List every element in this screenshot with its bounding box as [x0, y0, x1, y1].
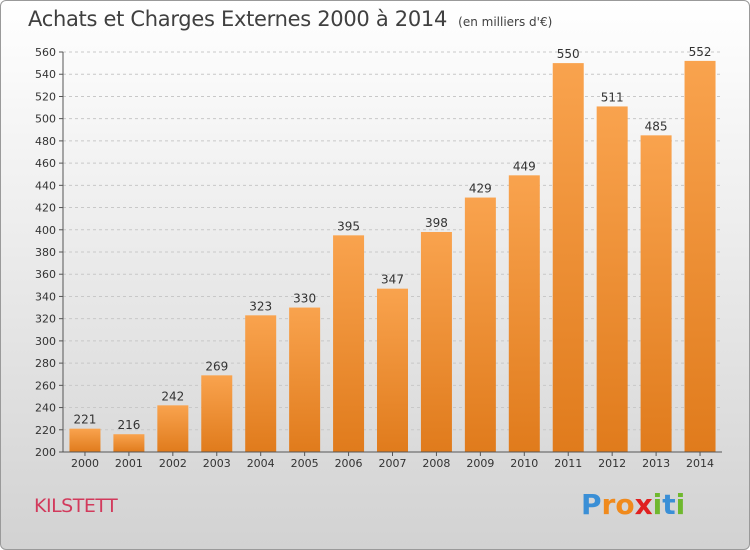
y-tick-label: 220: [35, 424, 56, 437]
y-tick-label: 320: [35, 313, 56, 326]
bar-value-label: 347: [381, 273, 404, 287]
x-tick-label: 2004: [247, 457, 275, 470]
logo-letter: o: [615, 488, 635, 521]
bar-value-label: 449: [513, 159, 536, 173]
y-tick-label: 240: [35, 402, 56, 415]
bar-value-label: 511: [601, 90, 624, 104]
chart-title: Achats et Charges Externes 2000 à 2014: [28, 7, 448, 31]
x-tick-label: 2000: [71, 457, 99, 470]
y-tick-label: 480: [35, 135, 56, 148]
title-row: Achats et Charges Externes 2000 à 2014 (…: [28, 7, 552, 31]
chart-unit: (en milliers d'€): [458, 15, 553, 29]
bar: [640, 135, 672, 453]
x-tick-label: 2008: [422, 457, 450, 470]
y-tick-label: 340: [35, 290, 56, 303]
proxiti-logo: Proxiti: [581, 488, 685, 521]
x-tick-label: 2007: [379, 457, 407, 470]
bar: [464, 197, 496, 452]
bar: [289, 307, 321, 452]
bar-value-label: 242: [161, 389, 184, 403]
y-tick-label: 200: [35, 446, 56, 459]
bar: [69, 428, 101, 452]
bar: [157, 405, 189, 452]
x-tick-label: 2003: [203, 457, 231, 470]
x-tick-label: 2006: [335, 457, 363, 470]
bar-value-label: 216: [117, 418, 140, 432]
bar: [201, 375, 233, 452]
logo-letter: i: [675, 488, 686, 521]
x-tick-label: 2009: [466, 457, 494, 470]
y-tick-label: 280: [35, 357, 56, 370]
y-tick-label: 420: [35, 202, 56, 215]
logo-letter: x: [634, 488, 653, 521]
bar-value-label: 323: [249, 299, 272, 313]
x-tick-label: 2001: [115, 457, 143, 470]
y-tick-label: 300: [35, 335, 56, 348]
logo-letter: r: [601, 488, 616, 521]
bars: [69, 60, 716, 453]
y-tick-label: 500: [35, 113, 56, 126]
commune-name: KILSTETT: [34, 495, 118, 517]
y-tick-label: 560: [35, 46, 56, 59]
bar: [552, 63, 584, 452]
bar: [420, 232, 452, 452]
bar: [333, 235, 365, 452]
bar: [377, 288, 408, 452]
bar: [113, 434, 145, 452]
y-tick-label: 260: [35, 379, 56, 392]
bar-value-label: 552: [689, 45, 712, 59]
y-tick-label: 540: [35, 68, 56, 81]
y-tick-label: 380: [35, 246, 56, 259]
logo-letter: t: [662, 488, 676, 521]
logo-letter: i: [652, 488, 663, 521]
x-axis-ticks: 2000 2001 2002 2003 2004 2005 2006 2007 2008 2009…: [71, 452, 714, 470]
y-tick-label: 520: [35, 90, 56, 103]
value-labels: 221 216 242 269 323 330 395 347 398 429 449 550 511 4…: [74, 45, 712, 432]
bar: [245, 315, 277, 452]
bar-value-label: 269: [205, 359, 228, 373]
bar: [508, 175, 540, 453]
y-axis-ticks: 200 220 240 260 280 300 320 340 360 380 400 420 440 4…: [35, 46, 63, 459]
x-tick-label: 2002: [159, 457, 187, 470]
bar: [596, 106, 628, 452]
y-tick-label: 440: [35, 179, 56, 192]
x-tick-label: 2011: [554, 457, 582, 470]
bar-value-label: 485: [645, 119, 668, 133]
bar: [684, 60, 716, 453]
y-tick-label: 400: [35, 224, 56, 237]
logo-letter: P: [581, 488, 602, 521]
y-tick-label: 460: [35, 157, 56, 170]
x-tick-label: 2010: [510, 457, 538, 470]
x-tick-label: 2012: [598, 457, 626, 470]
bar-value-label: 395: [337, 219, 360, 233]
y-tick-label: 360: [35, 268, 56, 281]
bar-value-label: 398: [425, 216, 448, 230]
bar-value-label: 550: [557, 47, 580, 61]
bar-value-label: 221: [74, 413, 97, 427]
bar-value-label: 330: [293, 292, 316, 306]
x-tick-label: 2014: [686, 457, 714, 470]
x-tick-label: 2005: [291, 457, 319, 470]
x-tick-label: 2013: [642, 457, 670, 470]
bar-value-label: 429: [469, 182, 492, 196]
